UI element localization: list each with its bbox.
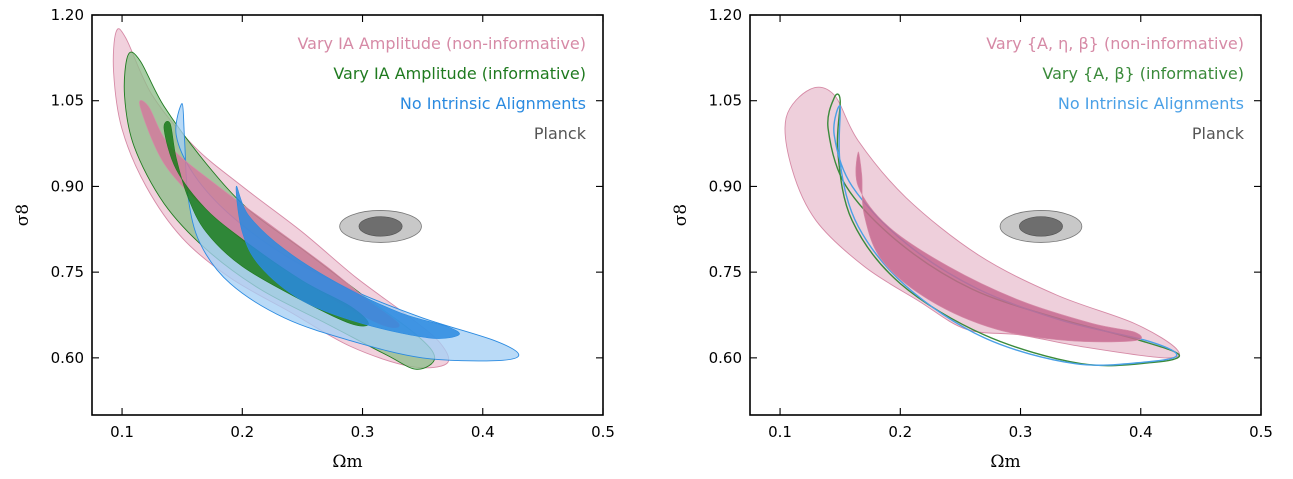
axes-frame [749,14,1262,416]
x-tick-label: 0.3 [351,423,375,441]
axes-frame [91,14,604,416]
planck-contour-68 [1019,216,1063,237]
y-tick-label: 1.20 [51,6,84,24]
x-tick-label: 0.1 [110,423,134,441]
legend-entry: Planck [1192,124,1245,143]
legend-entry: Vary IA Amplitude (non-informative) [297,34,586,53]
y-tick-label: 0.60 [51,349,84,367]
y-tick-label: 0.75 [709,263,742,281]
contour-68-series-2 [235,186,460,339]
x-tick-label: 0.3 [1009,423,1033,441]
x-tick-label: 0.5 [1249,423,1273,441]
x-tick-label: 0.1 [768,423,792,441]
plot-area [112,28,520,370]
planck-contour-68 [358,216,403,237]
legend-entry: Vary {A, β} (informative) [1042,64,1244,83]
y-axis-label: σ8 [671,204,691,226]
legend-entry: Planck [534,124,587,143]
x-tick-label: 0.4 [471,423,495,441]
y-axis-label: σ8 [13,204,33,226]
x-tick-label: 0.4 [1129,423,1153,441]
y-tick-label: 0.75 [51,263,84,281]
y-tick-label: 1.05 [51,92,84,110]
x-axis-label: Ωm [332,452,362,472]
x-tick-label: 0.5 [591,423,615,441]
x-axis-label: Ωm [990,452,1020,472]
y-tick-label: 1.05 [709,92,742,110]
x-tick-label: 0.2 [888,423,912,441]
contour-68-series-0 [855,151,1142,343]
right-panel: 0.1 0.2 0.3 0.4 0.5 0.60 0.75 0.90 1.05 1.20 Ωm σ8 V… [671,6,1273,472]
y-tick-label: 0.60 [709,349,742,367]
left-panel: 0.1 0.2 0.3 0.4 0.5 0.60 0.75 0.90 1.05 1.20 Ωm σ8 V… [13,6,615,472]
legend-entry: Vary {A, η, β} (non-informative) [986,34,1244,53]
y-tick-label: 0.90 [51,177,84,195]
y-tick-label: 0.90 [709,177,742,195]
plot-area [784,86,1181,367]
legend-entry: No Intrinsic Alignments [400,94,586,113]
y-tick-label: 1.20 [709,6,742,24]
legend-entry: Vary IA Amplitude (informative) [333,64,586,83]
legend-entry: No Intrinsic Alignments [1058,94,1244,113]
x-tick-label: 0.2 [230,423,254,441]
